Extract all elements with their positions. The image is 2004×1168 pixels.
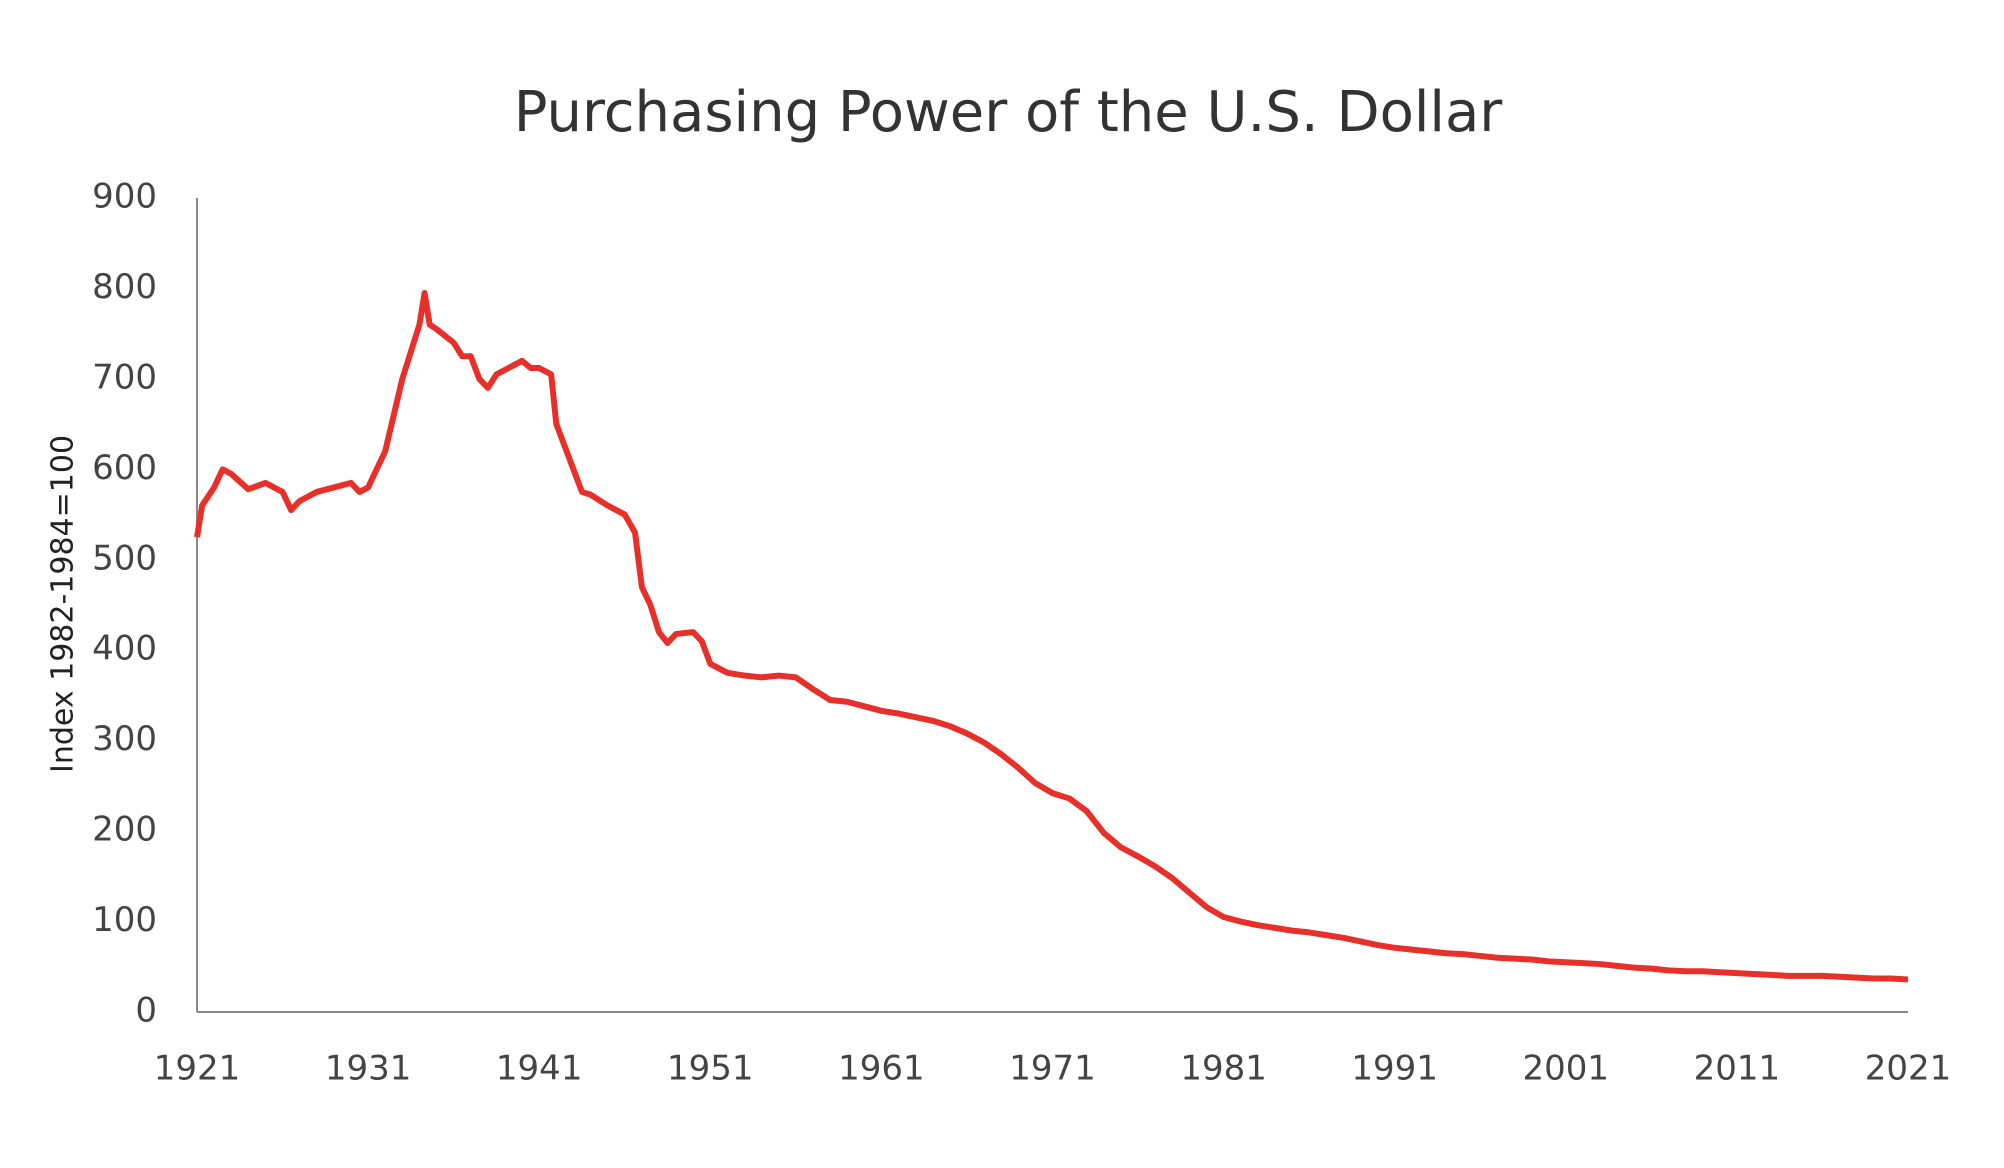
y-tick-label: 900 <box>92 177 157 217</box>
y-tick-label: 700 <box>92 357 157 397</box>
x-tick-label: 1931 <box>325 1049 412 1089</box>
y-tick-label: 200 <box>92 810 157 850</box>
x-tick-label: 2001 <box>1523 1049 1610 1089</box>
y-tick-label: 600 <box>92 448 157 488</box>
x-tick-label: 1951 <box>667 1049 754 1089</box>
y-tick-label: 0 <box>135 991 157 1031</box>
x-tick-label: 1981 <box>1180 1049 1267 1089</box>
y-tick-label: 100 <box>92 900 157 940</box>
x-tick-label: 2011 <box>1694 1049 1781 1089</box>
chart-title: Purchasing Power of the U.S. Dollar <box>514 80 1504 145</box>
y-tick-label: 300 <box>92 719 157 759</box>
y-axis-label: Index 1982-1984=100 <box>46 435 81 773</box>
y-tick-label: 400 <box>92 629 157 669</box>
data-line <box>194 289 1909 983</box>
x-tick-label: 1961 <box>838 1049 925 1089</box>
x-tick-label: 1941 <box>496 1049 583 1089</box>
x-tick-label: 1971 <box>1009 1049 1096 1089</box>
y-tick-label: 500 <box>92 538 157 578</box>
x-tick-label: 1921 <box>154 1049 241 1089</box>
y-tick-label: 800 <box>92 267 157 307</box>
x-tick-label: 1991 <box>1351 1049 1438 1089</box>
x-tick-label: 2021 <box>1865 1049 1952 1089</box>
